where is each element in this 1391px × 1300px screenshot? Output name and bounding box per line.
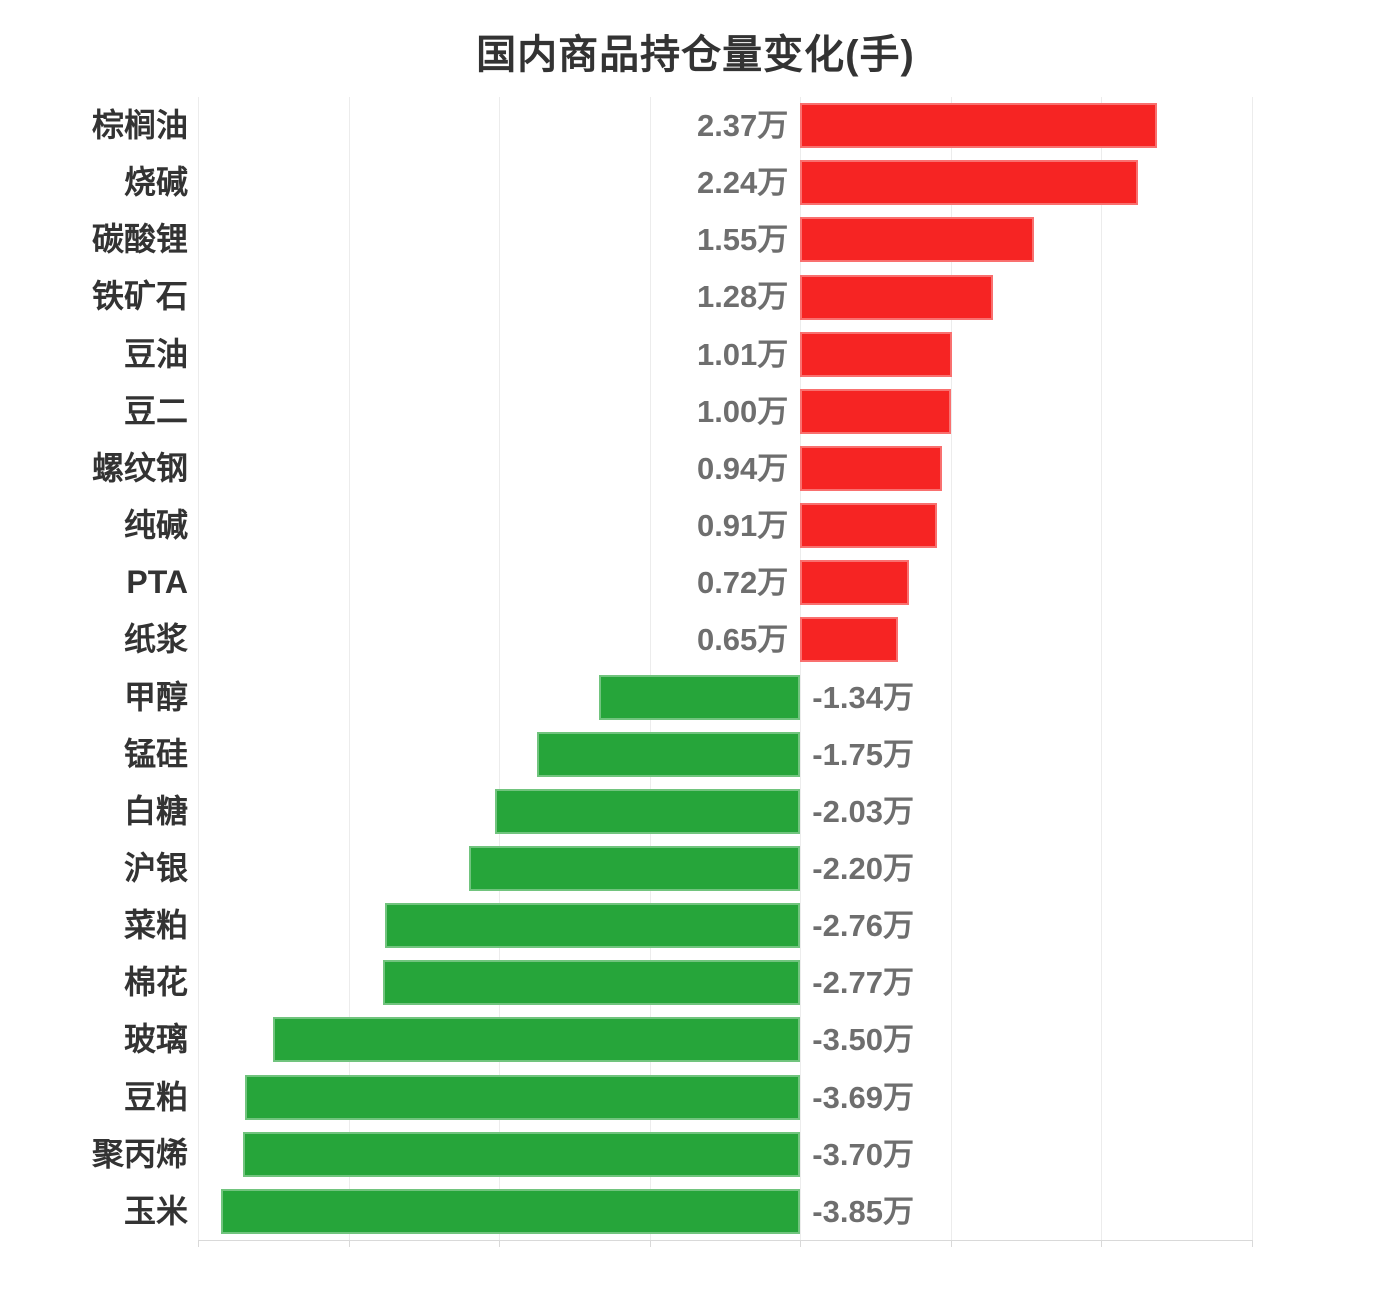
bar-value-label: 0.94万 [696,450,789,486]
axis-tick [198,1240,199,1247]
category-label: 锰硅 [123,735,188,772]
bar-positive [800,388,951,434]
category-label: 纯碱 [123,507,188,544]
gridline [198,97,199,1240]
plot-area: 2.37万 2.24万 1.55万 1.28万 1.01万 1.00万 0.94万 0.91万… [198,97,1253,1247]
bar-value-label: -2.77万 [812,965,914,1001]
category-label: 甲醇 [123,678,188,715]
category-label: 烧碱 [123,164,188,201]
bar-positive [800,217,1034,263]
axis-tick [1101,1240,1103,1247]
axis-tick [950,1240,952,1247]
bar-value-label: -1.34万 [812,679,914,715]
bar-value-label: 2.24万 [696,165,789,201]
bar-negative [383,960,801,1006]
bar-negative [536,731,801,777]
bar-value-label: -3.85万 [812,1193,914,1229]
category-label: 棉花 [123,964,188,1001]
bar-value-label: -2.03万 [812,793,914,829]
bar-value-label: -2.20万 [812,850,914,886]
axis-tick [499,1240,501,1247]
category-label: 豆二 [123,392,188,429]
bar-negative [469,846,801,892]
bar-negative [494,788,801,834]
category-label: 白糖 [123,792,188,829]
gridline [1252,97,1253,1240]
bar-positive [800,331,953,377]
category-label: 豆粕 [123,1078,188,1115]
gridline [1101,97,1103,1240]
bar-negative [243,1131,801,1177]
bar-negative [273,1017,801,1063]
bar-positive [800,445,942,491]
category-label: 纸浆 [123,621,188,658]
bar-negative [220,1188,801,1234]
bar-value-label: -1.75万 [812,736,914,772]
bar-positive [800,274,993,320]
bar-positive [800,103,1158,149]
bar-negative [244,1074,801,1120]
gridline [800,97,802,1240]
gridline [499,97,501,1240]
bar-value-label: -3.50万 [812,1022,914,1058]
category-label: 铁矿石 [91,278,188,315]
bar-value-label: 1.00万 [696,393,789,429]
bar-negative [598,674,801,720]
category-label: PTA [126,564,188,601]
axis-tick [800,1240,802,1247]
gridline [649,97,651,1240]
bar-value-label: 1.01万 [696,336,789,372]
bar-value-label: -3.70万 [812,1136,914,1172]
bar-positive [800,560,909,606]
bar-positive [800,617,899,663]
category-label: 豆油 [123,335,188,372]
bar-positive [800,160,1138,206]
bar-value-label: 2.37万 [696,108,789,143]
gridline [348,97,350,1240]
category-label: 聚丙烯 [91,1135,188,1172]
category-label: 棕榈油 [91,107,188,143]
bar-value-label: 1.28万 [696,279,789,315]
bar-value-label: 0.91万 [696,508,789,544]
category-label: 玻璃 [123,1021,188,1058]
category-label: 玉米 [123,1192,188,1229]
axis-tick [1252,1240,1253,1247]
bar-value-label: 0.72万 [696,565,789,601]
category-label: 沪银 [123,849,188,886]
axis-tick [348,1240,350,1247]
category-label: 螺纹钢 [91,449,188,486]
category-label: 碳酸锂 [91,221,188,258]
category-axis: 棕榈油烧碱碳酸锂铁矿石豆油豆二螺纹钢纯碱 PTA 纸浆甲醇锰硅白糖沪银菜粕棉花玻璃豆… [0,97,188,1240]
category-label: 菜粕 [123,907,188,944]
chart-title: 国内商品持仓量变化(手) [476,33,915,77]
axis-tick [649,1240,651,1247]
bar-value-label: 1.55万 [696,222,789,258]
bar-value-label: -2.76万 [812,908,914,944]
bar-positive [800,503,938,549]
bar-value-label: 0.65万 [696,622,789,658]
bar-negative [384,903,801,949]
gridline [950,97,952,1240]
bar-value-label: -3.69万 [812,1079,914,1115]
